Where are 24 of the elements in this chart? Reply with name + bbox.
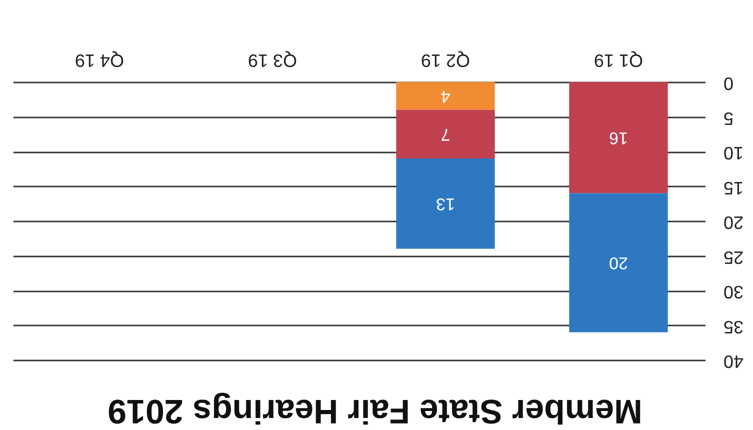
y-tick-label: 20 xyxy=(724,212,744,232)
bar xyxy=(569,82,668,194)
y-tick-label: 35 xyxy=(724,316,744,337)
x-tick-label: Q1 19 xyxy=(594,50,644,70)
x-tick-label: Q2 19 xyxy=(420,50,470,70)
x-tick-label: Q3 19 xyxy=(248,50,298,70)
y-tick-label: 15 xyxy=(724,178,744,198)
text: Member State Fair Hearings 2019 xyxy=(108,392,642,430)
x-tick-label: Q4 19 xyxy=(74,50,124,70)
y-tick-label: 0 xyxy=(724,74,734,94)
y-tick-label: 5 xyxy=(724,108,734,128)
data-label: 16 xyxy=(609,128,628,148)
bar xyxy=(569,193,668,332)
y-tick-label: 10 xyxy=(724,143,744,163)
data-label: 20 xyxy=(609,254,628,273)
y-tick-label: 40 xyxy=(724,352,744,372)
y-tick-label: 25 xyxy=(724,247,744,268)
data-label: 13 xyxy=(436,194,455,214)
bar xyxy=(396,82,495,110)
y-tick-label: 30 xyxy=(724,282,744,302)
data-label: 7 xyxy=(440,125,450,144)
bar xyxy=(396,110,495,158)
data-label: 4 xyxy=(440,86,450,106)
bar xyxy=(396,158,495,249)
